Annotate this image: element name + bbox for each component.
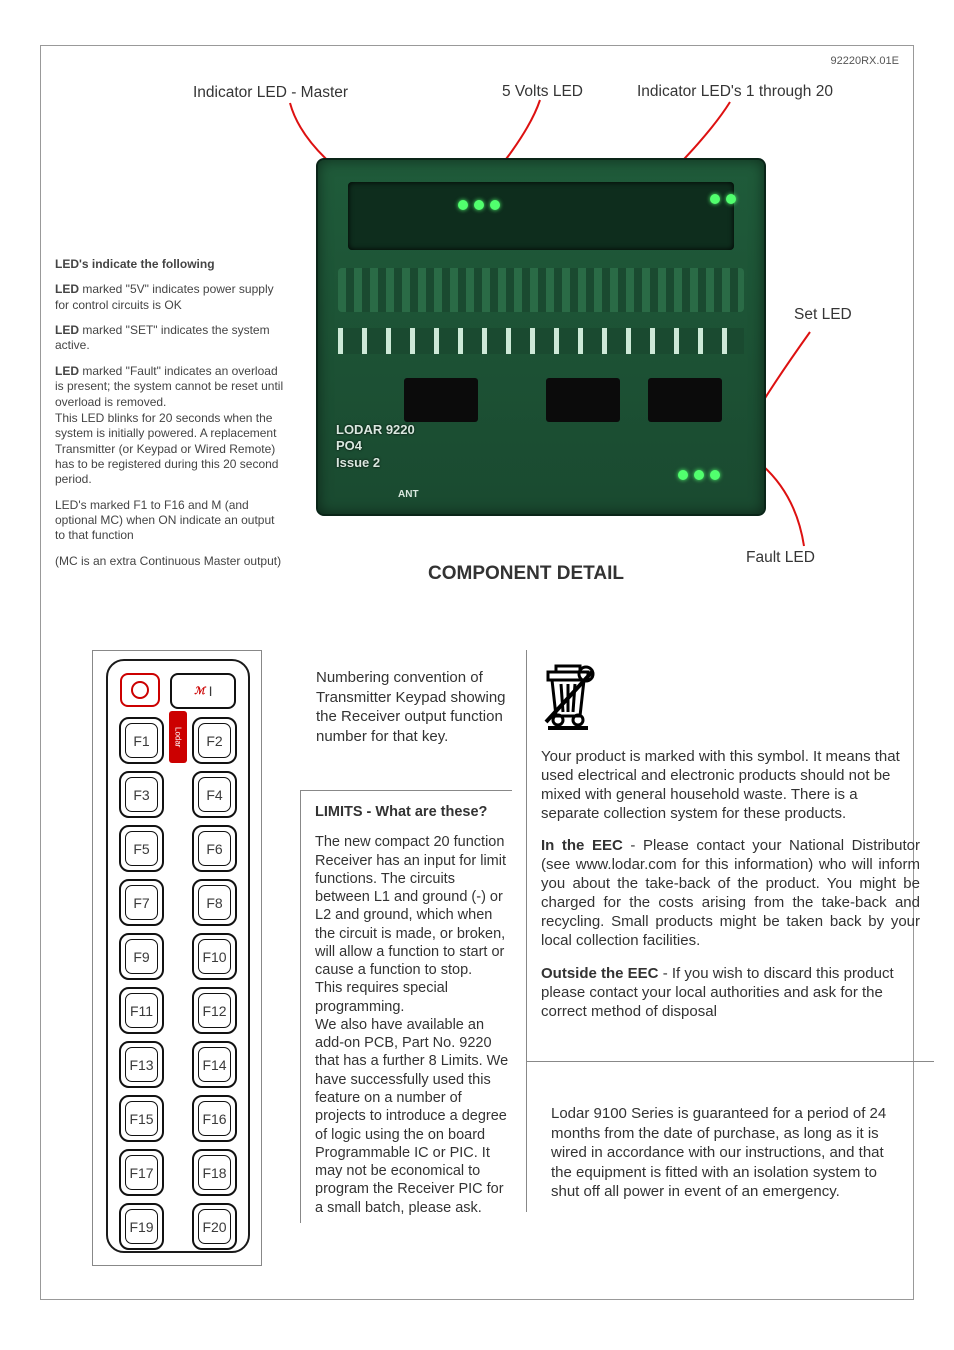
keypad-button-f16: F16: [192, 1095, 237, 1142]
keypad-button-f11: F11: [119, 987, 164, 1034]
keypad-button-f8: F8: [192, 879, 237, 926]
component-detail-heading: COMPONENT DETAIL: [428, 563, 624, 585]
keypad-button-f1: F1: [119, 717, 164, 764]
weee-eec: In the EEC - Please contact your Nationa…: [541, 837, 920, 950]
callout-leds-1-20: Indicator LED's 1 through 20: [637, 83, 833, 101]
keypad-button-f9: F9: [119, 933, 164, 980]
lower-region: ℳ| Lodar F1F2F3F4F5F6F7F8F9F10F11F12F13F…: [44, 634, 910, 1296]
keypad-power-indicator: [120, 673, 160, 707]
numbering-convention-text: Numbering convention of Transmitter Keyp…: [300, 650, 512, 780]
keypad-button-f14: F14: [192, 1041, 237, 1088]
keypad-button-f17: F17: [119, 1149, 164, 1196]
weee-box: Your product is marked with this symbol.…: [526, 650, 934, 1062]
weee-outside-eec: Outside the EEC - If you wish to discard…: [541, 965, 920, 1022]
keypad-button-f15: F15: [119, 1095, 164, 1142]
transmitter-keypad: ℳ| Lodar F1F2F3F4F5F6F7F8F9F10F11F12F13F…: [106, 659, 250, 1253]
keypad-button-f2: F2: [192, 717, 237, 764]
keypad-button-f3: F3: [119, 771, 164, 818]
keypad-button-f10: F10: [192, 933, 237, 980]
weee-icon: [541, 660, 603, 732]
weee-intro: Your product is marked with this symbol.…: [541, 748, 920, 824]
right-column: Your product is marked with this symbol.…: [526, 650, 934, 1212]
keypad-button-f18: F18: [192, 1149, 237, 1196]
led-explain-heading: LED's indicate the following: [55, 257, 287, 272]
keypad-button-f20: F20: [192, 1203, 237, 1250]
callout-fault-led: Fault LED: [746, 549, 815, 567]
document-id: 92220RX.01E: [831, 55, 900, 67]
led-explanation-block: LED's indicate the following LED marked …: [55, 257, 287, 579]
keypad-button-f12: F12: [192, 987, 237, 1034]
keypad-button-f4: F4: [192, 771, 237, 818]
keypad-button-f7: F7: [119, 879, 164, 926]
middle-column: Numbering convention of Transmitter Keyp…: [300, 650, 512, 1223]
keypad-panel: ℳ| Lodar F1F2F3F4F5F6F7F8F9F10F11F12F13F…: [92, 650, 262, 1266]
limits-box: LIMITS - What are these? The new compact…: [300, 790, 512, 1223]
keypad-button-f13: F13: [119, 1041, 164, 1088]
pcb-image: LODAR 9220 PO4 Issue 2 ANT: [316, 158, 766, 516]
keypad-brand-logo: ℳ|: [170, 673, 236, 709]
limits-heading: LIMITS - What are these?: [315, 803, 510, 821]
callout-5v-led: 5 Volts LED: [502, 83, 583, 101]
keypad-button-f6: F6: [192, 825, 237, 872]
callout-set-led: Set LED: [794, 306, 852, 324]
warranty-text: Lodar 9100 Series is guaranteed for a pe…: [526, 1062, 934, 1212]
callout-master-led: Indicator LED - Master: [193, 84, 348, 102]
keypad-button-f19: F19: [119, 1203, 164, 1250]
keypad-button-f5: F5: [119, 825, 164, 872]
limits-body: The new compact 20 function Receiver has…: [315, 833, 510, 1217]
